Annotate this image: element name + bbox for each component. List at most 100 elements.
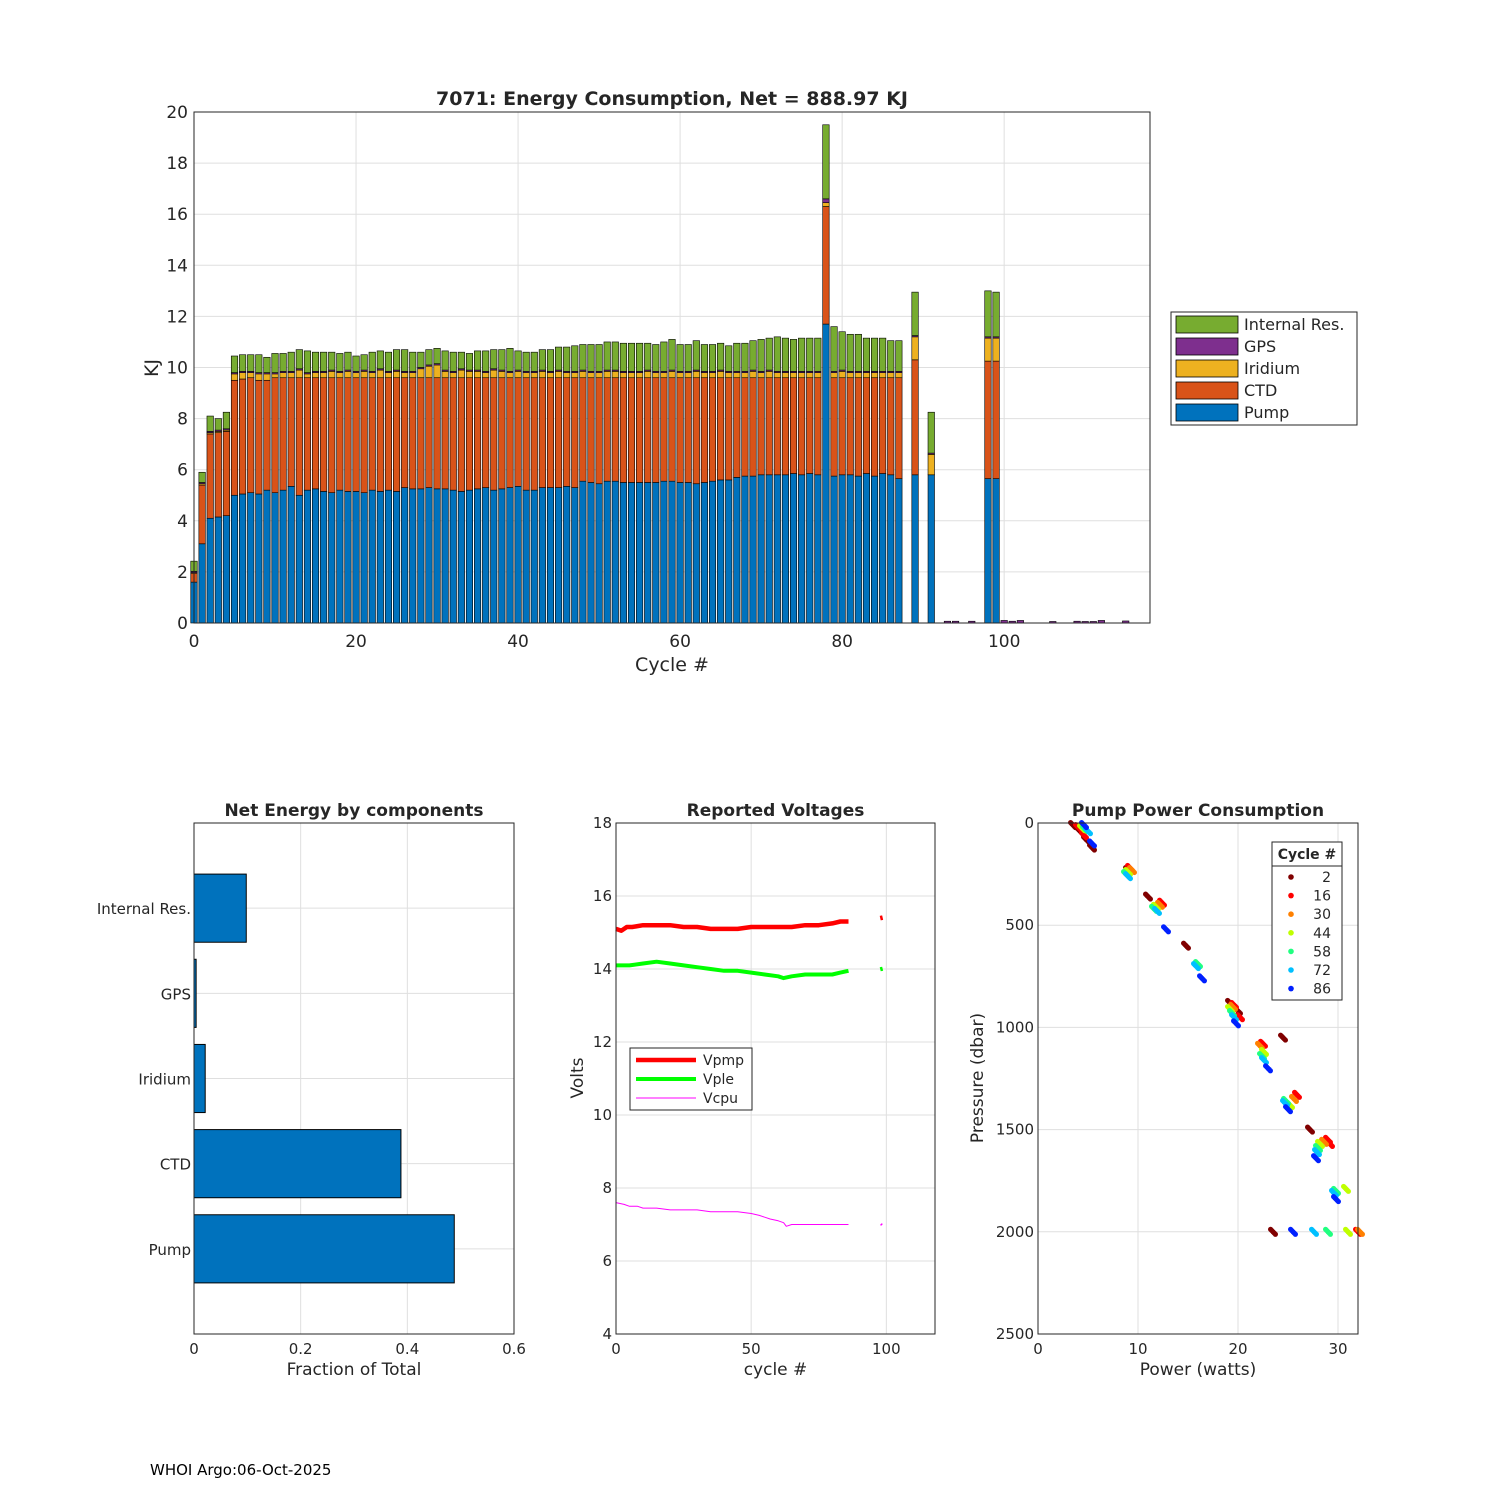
energy-bar-segment [652,482,660,624]
energy-bar-segment [490,377,498,491]
energy-bar-segment [409,377,417,490]
energy-bar-segment [757,377,765,476]
energy-bar-segment [887,372,895,379]
energy-bar-segment [660,341,668,372]
energy-bar-segment [684,377,692,483]
energy-bar-segment [765,474,773,624]
energy-bar-segment [320,351,328,372]
energy-bar-segment [927,411,935,454]
energy-bar-segment [611,341,619,371]
energy-bar-segment [854,377,862,477]
energy-bar-segment [595,372,603,379]
voltage-y-tick-label: 16 [593,887,612,905]
energy-bar-segment [376,369,384,379]
energy-bar-segment [255,379,263,495]
energy-bar-segment [684,482,692,624]
pump-legend-marker-58 [1288,948,1294,955]
energy-y-tick-label: 20 [166,103,188,123]
pump-point-cycle-86 [1091,843,1097,849]
pump-legend-label: 58 [1313,944,1331,960]
energy-bar-segment [546,349,555,372]
footer-credit: WHOI Argo:06-Oct-2025 [150,1461,332,1479]
pump-legend-label: 30 [1313,907,1331,923]
fraction-x-tick-label: 0.6 [502,1340,526,1358]
legend-label: Internal Res. [1244,315,1344,334]
energy-bar-segment [239,493,247,624]
energy-bar-segment [538,377,546,488]
voltage-line-vcpu [615,1202,849,1227]
energy-bar-segment [879,337,887,372]
energy-bar-segment [806,372,814,379]
energy-bar-segment [708,344,717,372]
pump-y-tick-label: 500 [1005,916,1034,934]
energy-bar-segment [255,373,263,381]
energy-bar-segment [871,475,879,624]
energy-bar-segment [506,377,514,488]
energy-bar-segment [871,377,879,477]
energy-bar-segment [506,487,514,624]
voltage-y-axis-label: Volts [568,1057,588,1098]
voltage-y-tick-label: 6 [602,1252,612,1270]
voltage-x-tick-label: 0 [611,1340,621,1358]
pump-point-cycle-72 [1195,965,1201,972]
energy-bar-segment [279,372,287,379]
energy-bar-segment [555,371,563,379]
energy-bar-segment [879,377,887,474]
energy-bar-segment [417,368,425,379]
energy-y-tick-label: 12 [166,307,188,327]
energy-bar-segment [684,372,692,379]
fraction-category-label: Iridium [138,1071,191,1089]
energy-bar-segment [555,377,563,488]
energy-bar-segment [676,482,684,624]
energy-bar-segment [490,489,498,624]
energy-bar-segment [247,372,255,379]
energy-bar-segment [603,341,611,371]
energy-bar-segment [482,372,490,379]
energy-bar-segment [814,474,822,624]
energy-bar-segment [798,372,806,379]
energy-bar-segment [595,344,603,372]
energy-bar-segment [206,517,214,624]
energy-bar-segment [222,411,230,430]
energy-bar-segment [838,474,846,624]
fraction-x-tick-label: 0 [189,1340,199,1358]
energy-bar-segment [676,377,684,483]
energy-bar-segment [830,326,838,372]
pump-legend-marker-72 [1288,967,1294,973]
energy-bar-segment [449,377,457,491]
energy-bar-segment [789,372,798,379]
energy-bar-segment [555,487,563,624]
pump-legend: Cycle # 2 16 30 44 58 72 86 [1271,841,1343,1001]
pump-x-axis-label: Power (watts) [1140,1360,1257,1380]
energy-bar-segment [311,377,320,490]
energy-bar-segment [295,349,303,370]
energy-bar-segment [344,351,352,371]
energy-bar-segment [708,377,717,482]
energy-bar-segment [384,351,392,372]
pump-legend-label: 2 [1322,870,1331,886]
energy-bar-segment [247,377,255,493]
energy-bar-segment [798,337,806,372]
energy-bar-segment [311,372,320,379]
energy-bar-segment [668,480,676,624]
energy-bar-segment [822,206,830,325]
energy-bar-segment [336,372,344,379]
energy-bar-segment [328,371,336,379]
voltage-axes-box [615,822,936,1335]
energy-bar-segment [668,377,676,482]
energy-bar-segment [206,415,214,432]
energy-bar-segment [230,494,239,624]
energy-bar-segment [984,478,992,624]
pump-point-cycle-44 [1347,1231,1353,1237]
energy-bar-segment [295,369,303,379]
energy-bar-segment [465,353,473,371]
energy-bar-segment [773,474,781,624]
energy-bar-segment [814,337,822,372]
energy-bar-segment [303,377,311,491]
energy-bar-segment [644,377,652,483]
energy-bar-segment [498,371,506,379]
energy-bar-segment [352,372,360,379]
energy-bar-segment [895,478,903,624]
energy-bar-segment [263,373,271,381]
